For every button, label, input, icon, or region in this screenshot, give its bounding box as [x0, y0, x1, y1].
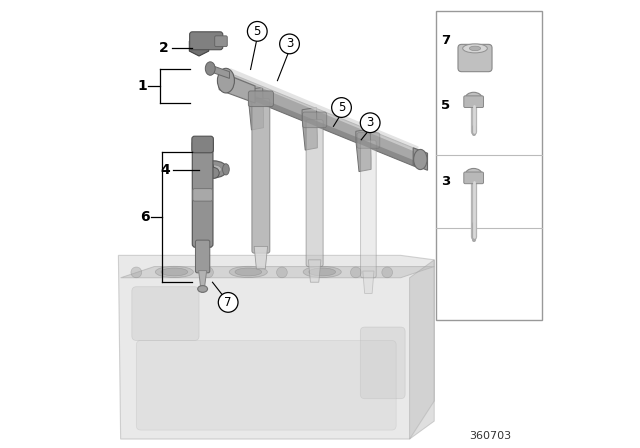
Circle shape: [276, 267, 287, 278]
Text: 1: 1: [137, 79, 147, 94]
Circle shape: [382, 267, 392, 278]
FancyBboxPatch shape: [136, 340, 396, 430]
FancyBboxPatch shape: [464, 172, 484, 184]
Polygon shape: [302, 108, 317, 150]
Ellipse shape: [200, 161, 227, 178]
Circle shape: [218, 293, 238, 312]
Text: 3: 3: [367, 116, 374, 129]
Text: 5: 5: [253, 25, 261, 38]
Circle shape: [131, 267, 141, 278]
FancyBboxPatch shape: [192, 140, 213, 247]
Polygon shape: [226, 72, 419, 168]
Text: 5: 5: [441, 99, 450, 112]
Polygon shape: [248, 87, 264, 130]
Circle shape: [248, 22, 267, 41]
FancyBboxPatch shape: [436, 11, 541, 320]
FancyBboxPatch shape: [192, 136, 213, 153]
FancyBboxPatch shape: [248, 91, 273, 107]
Ellipse shape: [469, 46, 481, 51]
FancyBboxPatch shape: [195, 240, 210, 273]
Ellipse shape: [156, 266, 193, 277]
FancyBboxPatch shape: [360, 140, 376, 278]
Ellipse shape: [161, 268, 188, 276]
Polygon shape: [210, 65, 230, 78]
FancyBboxPatch shape: [303, 112, 327, 128]
FancyBboxPatch shape: [193, 189, 212, 201]
Polygon shape: [413, 148, 428, 170]
Text: 5: 5: [338, 101, 345, 114]
Polygon shape: [198, 271, 207, 292]
Ellipse shape: [205, 62, 215, 75]
Ellipse shape: [465, 92, 482, 105]
FancyBboxPatch shape: [132, 287, 199, 340]
Ellipse shape: [465, 168, 482, 181]
Polygon shape: [410, 260, 435, 439]
Text: 3: 3: [286, 37, 293, 51]
Circle shape: [203, 267, 213, 278]
Polygon shape: [121, 267, 435, 278]
Ellipse shape: [218, 69, 234, 93]
FancyBboxPatch shape: [464, 96, 484, 108]
FancyBboxPatch shape: [360, 327, 405, 399]
Ellipse shape: [223, 164, 229, 175]
FancyBboxPatch shape: [215, 36, 227, 47]
Ellipse shape: [205, 165, 221, 174]
Polygon shape: [230, 68, 419, 153]
Circle shape: [280, 34, 300, 54]
Circle shape: [351, 267, 361, 278]
Polygon shape: [226, 84, 419, 168]
Ellipse shape: [229, 266, 268, 277]
Polygon shape: [356, 129, 371, 172]
Circle shape: [360, 113, 380, 133]
Text: 360703: 360703: [469, 431, 511, 441]
Text: 4: 4: [161, 163, 170, 177]
Circle shape: [332, 98, 351, 117]
FancyBboxPatch shape: [357, 133, 380, 148]
FancyBboxPatch shape: [458, 44, 492, 72]
Ellipse shape: [413, 150, 427, 169]
FancyBboxPatch shape: [252, 99, 270, 253]
Text: 6: 6: [140, 210, 150, 224]
Ellipse shape: [303, 266, 341, 277]
Text: 7: 7: [225, 296, 232, 309]
Polygon shape: [308, 260, 321, 282]
FancyBboxPatch shape: [306, 120, 323, 267]
Ellipse shape: [198, 164, 204, 175]
Polygon shape: [189, 36, 209, 56]
Text: 7: 7: [441, 34, 450, 47]
Polygon shape: [118, 255, 435, 439]
FancyBboxPatch shape: [189, 32, 223, 50]
Ellipse shape: [198, 286, 207, 293]
Text: 2: 2: [159, 41, 169, 55]
Polygon shape: [363, 271, 374, 293]
Ellipse shape: [235, 268, 262, 276]
Circle shape: [209, 168, 219, 178]
Polygon shape: [220, 72, 255, 103]
Text: 3: 3: [441, 175, 450, 188]
Polygon shape: [254, 246, 268, 269]
Polygon shape: [197, 139, 215, 173]
Ellipse shape: [309, 268, 335, 276]
Ellipse shape: [463, 44, 487, 53]
